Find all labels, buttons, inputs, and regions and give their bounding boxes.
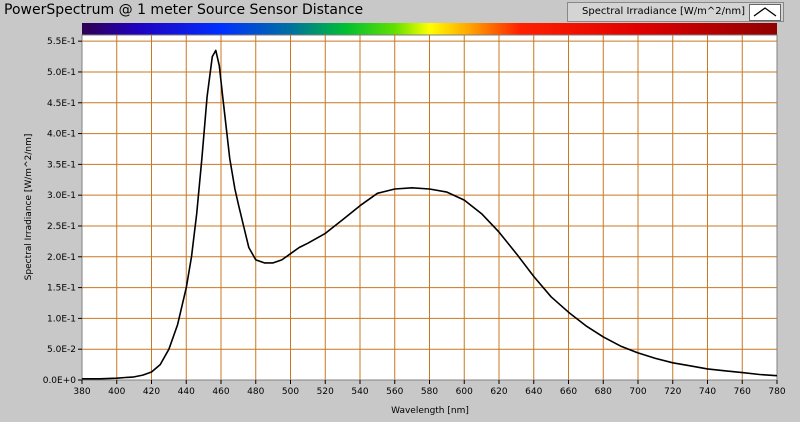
x-tick-label: 640 xyxy=(525,387,542,397)
y-tick-label: 3.0E-1 xyxy=(47,191,76,201)
chart-title: PowerSpectrum @ 1 meter Source Sensor Di… xyxy=(4,2,364,18)
x-tick-label: 680 xyxy=(595,387,612,397)
x-tick-label: 760 xyxy=(734,387,751,397)
x-tick-label: 420 xyxy=(143,387,160,397)
x-tick-label: 380 xyxy=(73,387,90,397)
x-tick-label: 480 xyxy=(247,387,264,397)
y-tick-label: 3.5E-1 xyxy=(47,160,76,170)
y-tick-label: 2.0E-1 xyxy=(47,253,76,263)
x-tick-label: 700 xyxy=(629,387,646,397)
legend-line-swatch-icon[interactable] xyxy=(749,4,781,21)
x-tick-label: 560 xyxy=(386,387,403,397)
spectrum-color-bar xyxy=(82,23,777,35)
y-axis-label: Spectral Irradiance [W/m^2/nm] xyxy=(24,134,34,281)
x-tick-label: 400 xyxy=(108,387,125,397)
y-tick-label: 1.5E-1 xyxy=(47,284,76,294)
series-line-spectral-irradiance xyxy=(82,49,778,380)
x-tick-label: 780 xyxy=(768,387,785,397)
x-tick-label: 600 xyxy=(456,387,473,397)
legend[interactable]: Spectral Irradiance [W/m^2/nm] xyxy=(567,2,784,22)
x-tick-label: 620 xyxy=(490,387,507,397)
x-axis-ticks: 380 400 420 440 460 480 500 520 540 560 580 600 620 6… xyxy=(73,380,786,397)
x-tick-label: 520 xyxy=(317,387,334,397)
x-tick-label: 580 xyxy=(421,387,438,397)
y-tick-label: 2.5E-1 xyxy=(47,222,76,232)
y-tick-label: 5.0E-2 xyxy=(47,345,76,355)
y-tick-label: 5.0E-1 xyxy=(47,68,76,78)
y-tick-label: 4.0E-1 xyxy=(47,130,76,140)
x-tick-label: 540 xyxy=(351,387,368,397)
y-tick-label: 1.0E-1 xyxy=(47,314,76,324)
y-tick-label: 5.5E-1 xyxy=(47,37,76,47)
x-tick-label: 660 xyxy=(560,387,577,397)
x-tick-label: 740 xyxy=(699,387,716,397)
y-tick-label: 4.5E-1 xyxy=(47,99,76,109)
x-tick-label: 500 xyxy=(282,387,299,397)
x-axis-label: Wavelength [nm] xyxy=(391,406,469,416)
grid xyxy=(82,35,777,380)
y-tick-label: 0.0E+0 xyxy=(43,376,77,386)
legend-entry-label: Spectral Irradiance [W/m^2/nm] xyxy=(582,6,745,17)
y-axis-ticks: 0.0E+0 5.0E-2 1.0E-1 1.5E-1 2.0E-1 2.5E-1 3.0E… xyxy=(43,37,82,386)
x-tick-label: 720 xyxy=(664,387,681,397)
x-tick-label: 440 xyxy=(178,387,195,397)
x-tick-label: 460 xyxy=(212,387,229,397)
